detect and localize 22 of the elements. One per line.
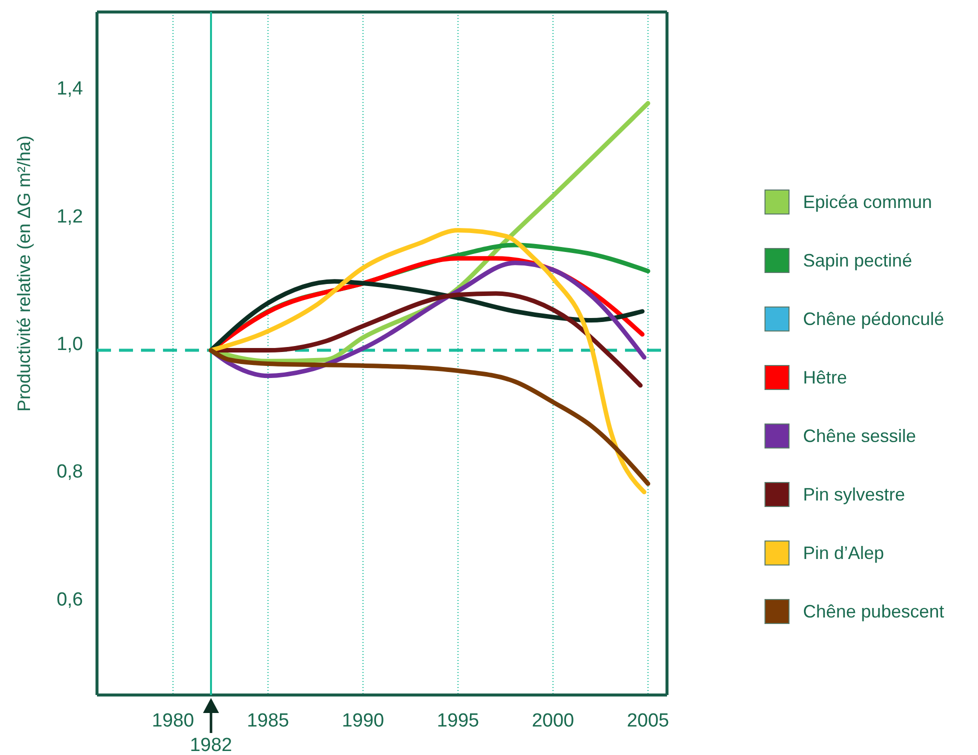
y-tick-label: 0,6 [56, 589, 83, 610]
legend-label: Hêtre [803, 368, 848, 388]
legend-label: Sapin pectiné [803, 250, 912, 270]
legend-label: Pin d’Alep [803, 543, 884, 563]
y-axis-title: Productivité relative (en ΔG m²/ha) [14, 135, 34, 412]
y-tick-label: 1,2 [56, 206, 83, 228]
line-series [208, 348, 650, 486]
x-tick-label: 1995 [436, 710, 480, 732]
x-tick-label: 2005 [626, 710, 670, 732]
x-tick-label: 1990 [342, 710, 384, 732]
legend-label: Chêne sessile [803, 426, 916, 446]
legend-label: Chêne pubescent [803, 602, 944, 622]
y-tick-label: 0,8 [56, 462, 83, 483]
x-tick-label: 2000 [532, 710, 574, 732]
y-tick-label: 1,0 [56, 334, 83, 356]
y-tick-label: 1,4 [56, 78, 84, 100]
legend-label: Pin sylvestre [803, 484, 906, 504]
x-tick-label: 1985 [246, 710, 290, 732]
ref-line-label: 1982 [190, 735, 232, 755]
x-tick-label: 1980 [152, 710, 194, 732]
legend-label: Chêne pédonculé [803, 309, 944, 329]
legend-label: Epicéa commun [803, 192, 932, 212]
